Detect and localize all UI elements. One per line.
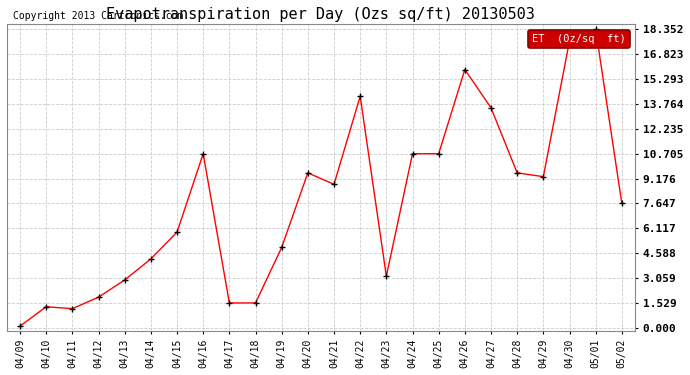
Title: Evapotranspiration per Day (Ozs sq/ft) 20130503: Evapotranspiration per Day (Ozs sq/ft) 2… xyxy=(106,7,535,22)
Text: Copyright 2013 Cartronics.com: Copyright 2013 Cartronics.com xyxy=(13,11,184,21)
Legend: ET  (0z/sq  ft): ET (0z/sq ft) xyxy=(528,30,630,48)
